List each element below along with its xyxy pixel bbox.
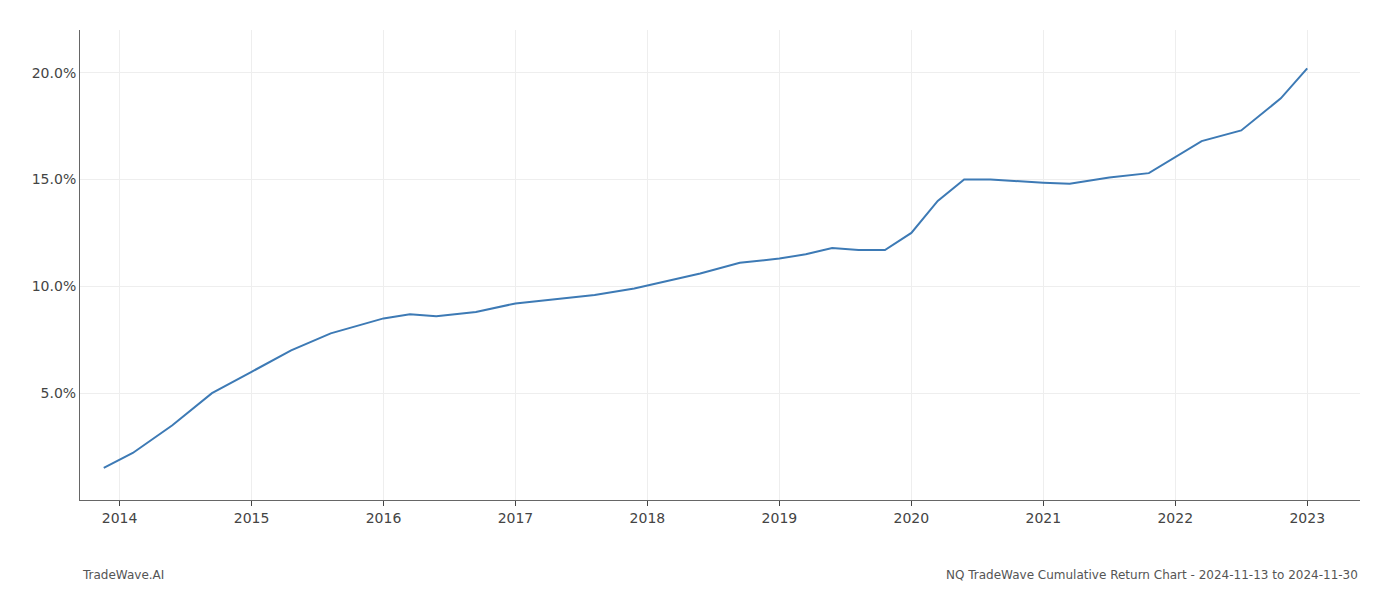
svg-text:NQ TradeWave Cumulative Return: NQ TradeWave Cumulative Return Chart - 2…	[946, 568, 1358, 582]
svg-text:10.0%: 10.0%	[32, 278, 76, 294]
svg-text:2020: 2020	[894, 510, 930, 526]
svg-text:15.0%: 15.0%	[32, 171, 76, 187]
svg-text:2015: 2015	[234, 510, 270, 526]
svg-text:2019: 2019	[762, 510, 798, 526]
svg-text:2016: 2016	[366, 510, 402, 526]
svg-text:TradeWave.AI: TradeWave.AI	[82, 568, 164, 582]
svg-text:2018: 2018	[630, 510, 666, 526]
svg-text:2014: 2014	[102, 510, 138, 526]
svg-text:2017: 2017	[498, 510, 534, 526]
svg-text:2021: 2021	[1025, 510, 1061, 526]
svg-text:2022: 2022	[1157, 510, 1193, 526]
svg-text:2023: 2023	[1289, 510, 1325, 526]
svg-text:5.0%: 5.0%	[41, 385, 77, 401]
svg-text:20.0%: 20.0%	[32, 65, 76, 81]
